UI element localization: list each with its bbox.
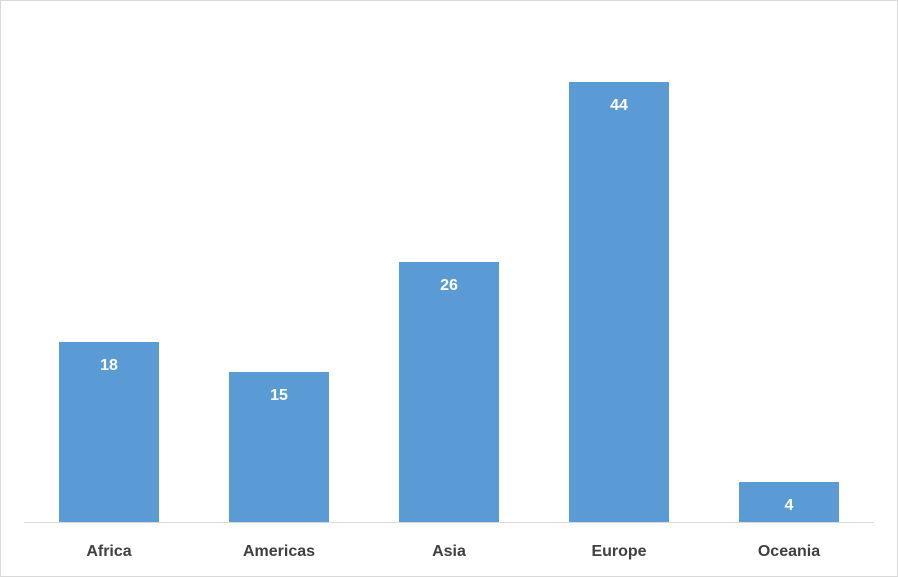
bar-africa	[59, 342, 159, 522]
data-label-americas: 15	[270, 387, 288, 404]
x-tick-label-americas: Americas	[243, 543, 315, 560]
x-tick-label-asia: Asia	[432, 543, 466, 560]
x-tick-labels-group: Africa Americas Asia Europe Oceania	[86, 543, 820, 560]
x-tick-label-europe: Europe	[591, 543, 646, 560]
bar-americas	[229, 372, 329, 522]
data-label-oceania: 4	[785, 497, 794, 514]
x-tick-label-oceania: Oceania	[758, 543, 820, 560]
bar-europe	[569, 82, 669, 522]
bar-asia	[399, 262, 499, 522]
x-tick-label-africa: Africa	[86, 543, 131, 560]
bars-group	[59, 82, 839, 522]
data-label-europe: 44	[610, 97, 628, 114]
data-label-africa: 18	[100, 357, 118, 374]
data-label-asia: 26	[440, 277, 458, 294]
bar-oceania	[739, 482, 839, 522]
